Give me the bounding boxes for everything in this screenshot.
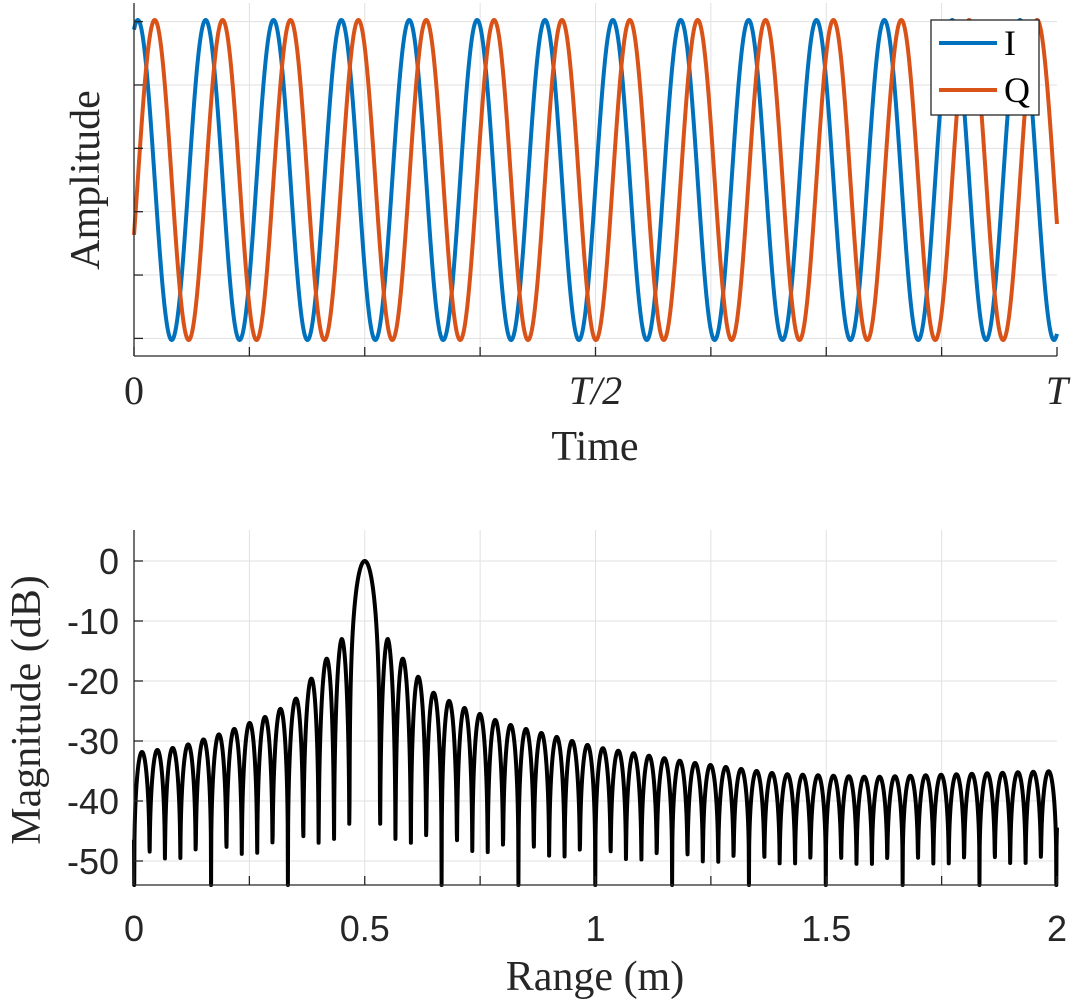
x-tick-label: 0.5	[340, 908, 390, 949]
legend-label-i: I	[1004, 23, 1016, 63]
y-tick-label: 0	[99, 541, 119, 582]
x-tick-label: T/2	[569, 368, 622, 413]
x-tick-label: 1.5	[801, 908, 851, 949]
range-chart-x-axis-label: Range (m)	[506, 954, 684, 1000]
range-profile-chart: 0 0.5 1 1.5 2 0 -10 -20 -30 -40 -50 Range (m) Magn…	[4, 530, 1067, 1000]
series-line-i	[132, 18, 1059, 342]
range-chart-ticks: 0 0.5 1 1.5 2 0 -10 -20 -30 -40 -50	[67, 541, 1067, 949]
x-tick-label: 2	[1047, 908, 1067, 949]
iq-chart-legend: I Q	[930, 19, 1040, 116]
iq-chart-axes	[133, 3, 1058, 357]
legend-label-q: Q	[1004, 70, 1030, 110]
series-line-q	[132, 18, 1059, 342]
y-tick-label: -10	[67, 601, 119, 642]
iq-chart-ticks: 0 T/2 T	[124, 368, 1071, 413]
x-tick-label: T	[1046, 368, 1071, 413]
iq-chart-y-axis-label: Amplitude	[63, 90, 109, 270]
range-profile-line	[132, 558, 1059, 887]
y-tick-label: -30	[67, 721, 119, 762]
iq-chart-x-axis-label: Time	[551, 424, 638, 470]
legend-box	[930, 19, 1040, 116]
range-chart-y-axis-label: Magnitude (dB)	[4, 575, 50, 844]
x-tick-label: 0	[124, 908, 144, 949]
y-tick-label: -20	[67, 661, 119, 702]
y-tick-label: -50	[67, 841, 119, 882]
x-tick-label: 0	[124, 368, 144, 413]
iq-time-chart: 0 T/2 T Time Amplitude I Q	[63, 3, 1071, 470]
y-tick-label: -40	[67, 781, 119, 822]
range-chart-series	[132, 558, 1059, 887]
x-tick-label: 1	[585, 908, 605, 949]
iq-chart-series	[132, 18, 1059, 342]
range-chart-axes	[133, 530, 1058, 886]
